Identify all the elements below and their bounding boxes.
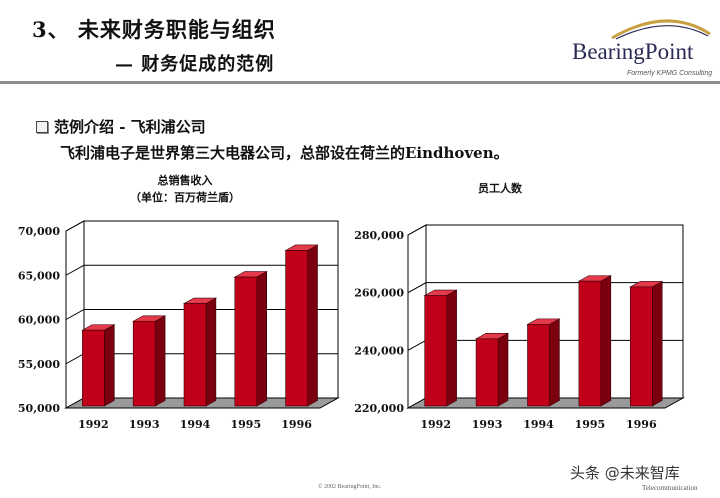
- x-tick-label: 1995: [575, 418, 606, 431]
- bar-side: [104, 324, 115, 407]
- chart-1-subtitle: （单位：百万荷兰盾）: [130, 191, 240, 204]
- x-tick-label: 1992: [78, 418, 109, 431]
- intro-description: 飞利浦电子是世界第三大电器公司，总部设在荷兰的Eindhoven。: [60, 144, 509, 162]
- bar-side: [307, 244, 318, 407]
- chart-2-title-block: 员工人数: [450, 180, 550, 197]
- header-divider: [0, 81, 720, 84]
- logo-wordmark: BearingPoint: [572, 39, 694, 64]
- bar: [526, 318, 561, 407]
- telecom-text: Telecommunication: [642, 484, 698, 492]
- chart-2: 220,000 240,000 260,000 280,000 1992 1993 1994…: [354, 224, 685, 431]
- bar: [629, 280, 664, 407]
- watermark-text: 头条 @未来智库: [570, 464, 680, 482]
- bar-side: [549, 318, 560, 407]
- bar-front: [629, 286, 653, 407]
- bar-front: [234, 276, 258, 407]
- x-tick-label: 1993: [129, 418, 160, 431]
- y-tick-label: 50,000: [18, 402, 60, 415]
- logo-arc-icon: [611, 19, 711, 40]
- x-tick-label: 1995: [230, 418, 261, 431]
- bar: [233, 271, 268, 407]
- bar-front: [527, 324, 550, 407]
- bar-side: [205, 297, 217, 407]
- y-tick-label: 65,000: [18, 269, 60, 282]
- chart-gridline: [65, 264, 338, 276]
- logo-tagline: Formerly KPMG Consulting: [627, 70, 713, 77]
- bar-side: [651, 280, 663, 407]
- x-tick-label: 1994: [180, 418, 211, 431]
- bar-front: [475, 338, 499, 407]
- bar: [81, 324, 116, 407]
- page-subtitle: — 财务促成的范例: [115, 54, 275, 75]
- bar-front: [285, 250, 308, 407]
- chart-1: 50,000 55,000 60,000 65,000 70,000 1992 1993 19…: [18, 220, 340, 431]
- y-tick-label: 60,000: [18, 314, 60, 327]
- bar-side: [600, 275, 612, 407]
- intro-bullet-label: 范例介绍 - 飞利浦公司: [54, 118, 206, 136]
- bar: [284, 244, 319, 407]
- y-tick-label: 55,000: [18, 358, 60, 371]
- chart-1-title: 总销售收入: [157, 174, 213, 187]
- bar: [474, 332, 510, 407]
- x-tick-label: 1992: [420, 418, 451, 431]
- bar-side: [497, 332, 509, 407]
- x-tick-label: 1996: [626, 418, 657, 431]
- intro-bullet: 范例介绍 - 飞利浦公司: [36, 116, 206, 137]
- bar-front: [82, 329, 105, 407]
- bar-front: [424, 295, 448, 407]
- y-tick-label: 220,000: [354, 402, 404, 415]
- bar: [423, 289, 458, 407]
- y-tick-label: 240,000: [354, 344, 404, 357]
- page-title: 3、 未来财务职能与组织: [32, 17, 276, 42]
- bar-side: [154, 315, 166, 407]
- chart-gridline: [65, 220, 338, 232]
- checkbox-bullet-icon: [36, 121, 48, 133]
- bar: [577, 275, 612, 407]
- y-tick-label: 280,000: [354, 229, 404, 242]
- x-tick-label: 1993: [472, 418, 503, 431]
- bearingpoint-logo: BearingPoint Formerly KPMG Consulting: [572, 12, 712, 82]
- y-tick-label: 260,000: [354, 287, 404, 300]
- bar-front: [132, 320, 156, 407]
- bar-side: [256, 271, 268, 407]
- x-tick-label: 1996: [281, 418, 312, 431]
- bar: [182, 297, 218, 407]
- x-tick-label: 1994: [523, 418, 554, 431]
- chart-side-wall: [407, 224, 427, 409]
- chart-gridline: [407, 224, 683, 236]
- chart-2-title: 员工人数: [478, 182, 522, 195]
- bar-front: [183, 303, 207, 407]
- copyright-text: © 2002 BearingPoint, Inc.: [318, 484, 382, 490]
- bar-side: [446, 289, 457, 407]
- bar: [132, 315, 167, 407]
- y-tick-label: 70,000: [18, 225, 60, 238]
- bar-front: [578, 280, 602, 407]
- chart-1-title-block: 总销售收入 （单位：百万荷兰盾）: [110, 172, 260, 206]
